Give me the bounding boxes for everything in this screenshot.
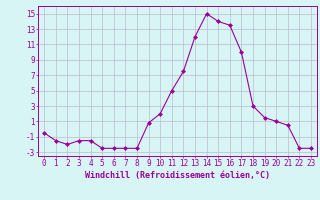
X-axis label: Windchill (Refroidissement éolien,°C): Windchill (Refroidissement éolien,°C) [85, 171, 270, 180]
